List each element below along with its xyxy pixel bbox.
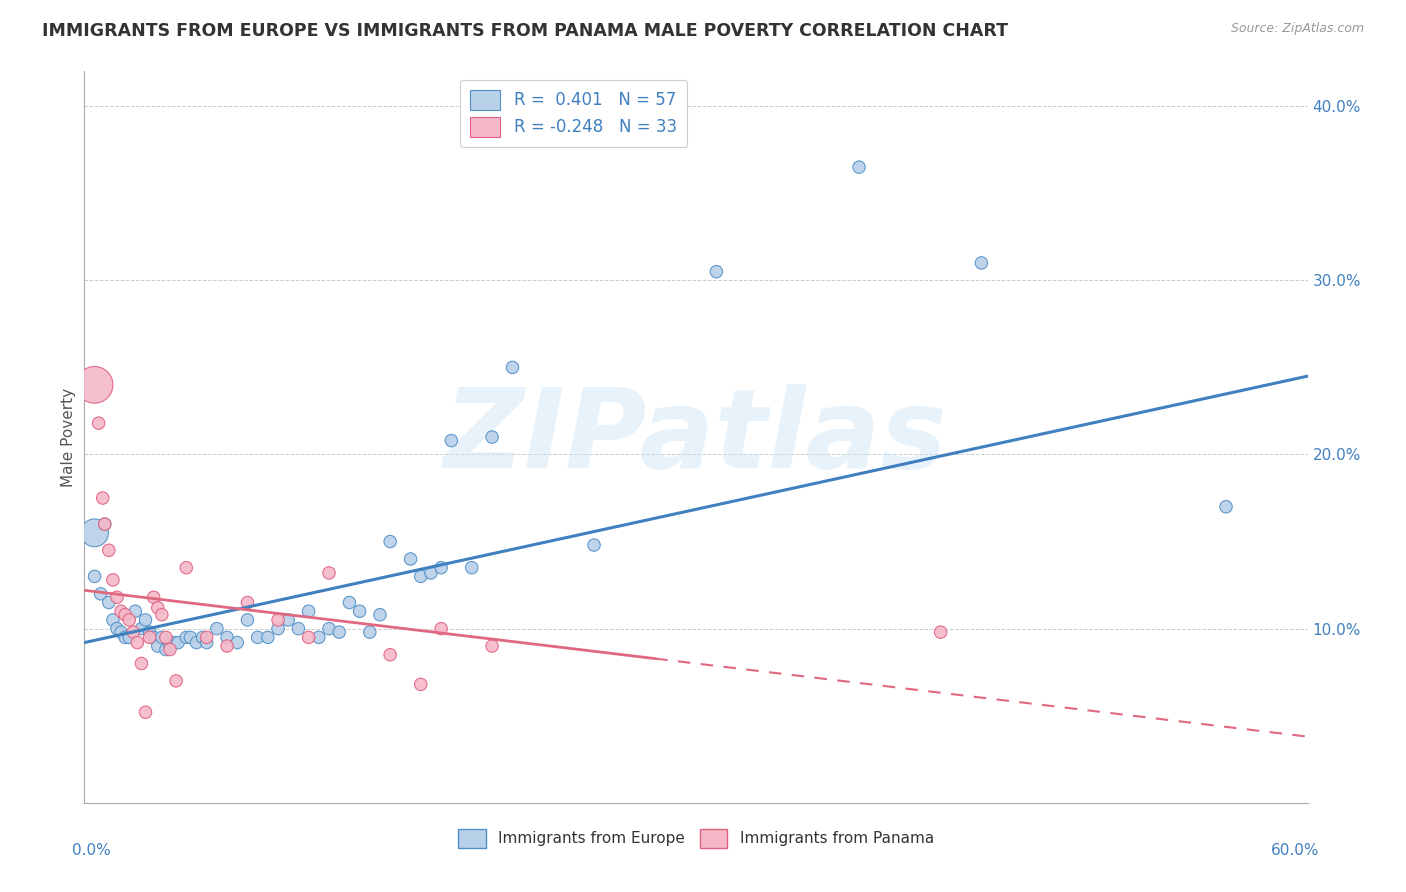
Point xyxy=(1215,500,1237,514)
Point xyxy=(298,604,321,618)
Point xyxy=(287,622,309,636)
Point xyxy=(481,430,503,444)
Point xyxy=(127,635,149,649)
Point xyxy=(101,613,124,627)
Point xyxy=(142,591,165,605)
Point xyxy=(118,631,141,645)
Point xyxy=(205,622,228,636)
Point xyxy=(150,607,173,622)
Point xyxy=(122,625,145,640)
Point xyxy=(131,622,153,636)
Text: IMMIGRANTS FROM EUROPE VS IMMIGRANTS FROM PANAMA MALE POVERTY CORRELATION CHART: IMMIGRANTS FROM EUROPE VS IMMIGRANTS FRO… xyxy=(42,22,1008,40)
Point xyxy=(163,635,186,649)
Text: 60.0%: 60.0% xyxy=(1271,843,1320,858)
Point xyxy=(246,631,269,645)
Point xyxy=(93,517,115,532)
Point xyxy=(217,631,239,645)
Point xyxy=(83,569,105,583)
Point xyxy=(174,631,197,645)
Point xyxy=(328,625,350,640)
Point xyxy=(101,573,124,587)
Point xyxy=(380,534,402,549)
Point xyxy=(440,434,463,448)
Point xyxy=(236,613,259,627)
Point xyxy=(97,543,120,558)
Point xyxy=(420,566,443,580)
Point xyxy=(318,566,340,580)
Text: 0.0%: 0.0% xyxy=(72,843,111,858)
Point xyxy=(186,635,208,649)
Point xyxy=(380,648,402,662)
Point xyxy=(179,631,201,645)
Point xyxy=(138,631,160,645)
Point xyxy=(481,639,503,653)
Point xyxy=(430,560,453,574)
Y-axis label: Male Poverty: Male Poverty xyxy=(60,387,76,487)
Point xyxy=(706,265,728,279)
Point xyxy=(409,677,432,691)
Point xyxy=(174,560,197,574)
Point xyxy=(105,591,128,605)
Point xyxy=(848,160,870,174)
Point xyxy=(929,625,952,640)
Point xyxy=(308,631,330,645)
Text: ZIPatlas: ZIPatlas xyxy=(444,384,948,491)
Point xyxy=(124,604,146,618)
Point xyxy=(339,595,361,609)
Point xyxy=(138,625,160,640)
Point xyxy=(118,613,141,627)
Point xyxy=(97,595,120,609)
Point xyxy=(159,642,181,657)
Point xyxy=(970,256,993,270)
Point xyxy=(155,631,177,645)
Legend: Immigrants from Europe, Immigrants from Panama: Immigrants from Europe, Immigrants from … xyxy=(451,822,941,854)
Point xyxy=(195,635,218,649)
Point xyxy=(146,639,169,653)
Point xyxy=(146,600,169,615)
Point xyxy=(359,625,381,640)
Point xyxy=(409,569,432,583)
Point xyxy=(226,635,249,649)
Point xyxy=(502,360,524,375)
Point xyxy=(87,416,110,430)
Point xyxy=(135,613,157,627)
Point xyxy=(90,587,112,601)
Text: Source: ZipAtlas.com: Source: ZipAtlas.com xyxy=(1230,22,1364,36)
Point xyxy=(159,639,181,653)
Point xyxy=(131,657,153,671)
Point xyxy=(93,517,115,532)
Point xyxy=(257,631,280,645)
Point xyxy=(267,613,290,627)
Point xyxy=(114,607,136,622)
Point xyxy=(368,607,391,622)
Point xyxy=(430,622,453,636)
Point xyxy=(298,631,321,645)
Point xyxy=(167,635,190,649)
Point xyxy=(110,625,132,640)
Point xyxy=(91,491,114,505)
Point xyxy=(165,673,187,688)
Point xyxy=(191,631,214,645)
Point xyxy=(583,538,606,552)
Point xyxy=(142,631,165,645)
Point xyxy=(399,552,422,566)
Point xyxy=(155,642,177,657)
Point xyxy=(461,560,484,574)
Point xyxy=(150,631,173,645)
Point xyxy=(267,622,290,636)
Point xyxy=(105,622,128,636)
Point xyxy=(236,595,259,609)
Point xyxy=(217,639,239,653)
Point xyxy=(110,604,132,618)
Point xyxy=(349,604,371,618)
Point xyxy=(83,525,105,540)
Point xyxy=(318,622,340,636)
Point xyxy=(83,377,105,392)
Point xyxy=(277,613,299,627)
Point xyxy=(195,631,218,645)
Point xyxy=(114,631,136,645)
Point xyxy=(135,705,157,719)
